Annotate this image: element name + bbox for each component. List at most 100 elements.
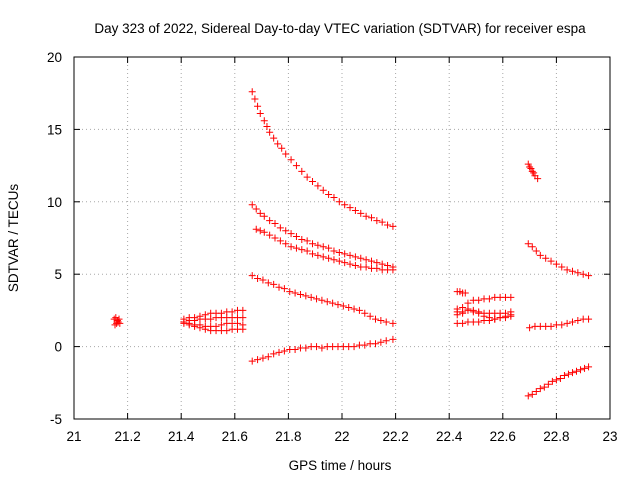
tick-layer: [73, 56, 611, 420]
data-point: [485, 295, 493, 303]
data-point: [323, 298, 331, 306]
data-point: [330, 256, 338, 264]
data-point: [252, 225, 260, 233]
data-point: [362, 256, 370, 264]
data-point: [544, 380, 552, 388]
data-point: [382, 318, 390, 326]
data-point: [552, 376, 560, 384]
data-point: [318, 344, 326, 352]
data-point: [552, 260, 560, 268]
data-point: [330, 247, 338, 255]
data-point: [459, 309, 467, 317]
data-point: [282, 240, 290, 248]
x-tick-label: 22: [334, 429, 349, 444]
data-point: [372, 315, 379, 323]
data-point: [362, 263, 370, 271]
data-point: [254, 275, 262, 283]
data-point: [579, 270, 587, 278]
data-point: [507, 312, 515, 320]
data-point: [357, 209, 365, 217]
data-point: [357, 254, 365, 262]
data-point: [114, 318, 122, 326]
data-point: [501, 314, 509, 322]
data-point: [259, 354, 267, 362]
data-point: [350, 343, 358, 351]
data-point: [475, 318, 483, 326]
data-point: [351, 262, 359, 270]
data-point: [558, 321, 566, 329]
data-point: [303, 237, 311, 245]
data-point: [563, 266, 571, 274]
data-point: [469, 306, 477, 314]
data-point: [314, 182, 322, 190]
data-point: [239, 314, 247, 322]
data-point: [207, 315, 215, 323]
data-point: [524, 392, 532, 400]
data-point: [345, 304, 353, 312]
data-point: [264, 279, 272, 287]
data-point: [280, 347, 288, 355]
data-point: [303, 173, 311, 181]
data-point: [325, 191, 333, 199]
data-point: [309, 250, 317, 258]
data-point: [266, 217, 274, 225]
data-point: [254, 102, 262, 110]
data-point: [366, 312, 374, 320]
data-point: [259, 276, 267, 284]
series-arc-e1: [524, 160, 542, 183]
data-point: [558, 263, 566, 271]
data-point: [256, 109, 264, 117]
data-point: [276, 224, 284, 232]
data-point: [239, 325, 247, 333]
data-point: [341, 201, 349, 209]
data-point: [362, 212, 370, 220]
data-point: [528, 390, 536, 398]
data-point: [303, 247, 311, 255]
data-point: [309, 240, 317, 248]
x-tick-label: 21: [66, 429, 81, 444]
data-point: [346, 204, 354, 212]
data-point: [260, 228, 268, 236]
data-point: [341, 259, 349, 267]
data-point: [475, 296, 483, 304]
x-axis-label: GPS time / hours: [289, 458, 392, 473]
data-point: [271, 220, 279, 228]
series-arc-c5: [248, 335, 397, 365]
data-point: [341, 250, 349, 258]
series-arc-e3: [526, 315, 593, 332]
data-point: [382, 337, 390, 345]
data-point: [266, 231, 274, 239]
data-point: [282, 150, 290, 158]
data-point: [389, 319, 397, 327]
data-point: [201, 325, 209, 333]
data-point: [335, 257, 343, 265]
data-point: [461, 289, 469, 297]
data-point: [573, 367, 580, 375]
y-tick-label: 15: [47, 122, 62, 137]
y-tick-label: 5: [54, 267, 62, 282]
data-point: [291, 289, 299, 297]
data-point: [524, 240, 532, 248]
data-point: [536, 385, 544, 393]
data-point: [319, 243, 327, 251]
data-point: [350, 305, 358, 313]
data-point: [111, 321, 119, 329]
data-point: [568, 318, 576, 326]
data-point: [185, 321, 193, 329]
data-point: [302, 344, 310, 352]
data-point: [276, 237, 284, 245]
y-tick-label: -5: [50, 412, 62, 427]
x-tick-label: 21.4: [168, 429, 195, 444]
data-point: [351, 206, 359, 214]
data-point: [389, 222, 397, 230]
data-point: [377, 338, 385, 346]
data-point: [292, 244, 300, 252]
data-point: [534, 175, 542, 183]
data-point: [274, 140, 282, 148]
data-point: [264, 353, 272, 361]
data-point: [547, 257, 555, 265]
data-point: [574, 269, 582, 277]
data-point: [389, 335, 397, 343]
data-point: [319, 253, 327, 261]
